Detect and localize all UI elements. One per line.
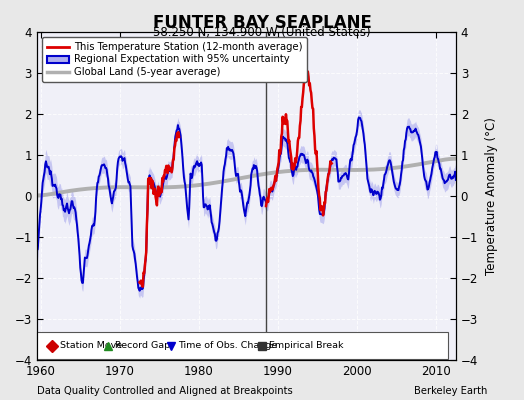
Legend: This Temperature Station (12-month average), Regional Expectation with 95% uncer: This Temperature Station (12-month avera… [42,37,307,82]
Text: Record Gap: Record Gap [115,341,170,350]
Text: FUNTER BAY SEAPLANE: FUNTER BAY SEAPLANE [152,14,372,32]
Text: Data Quality Controlled and Aligned at Breakpoints: Data Quality Controlled and Aligned at B… [37,386,292,396]
Y-axis label: Temperature Anomaly (°C): Temperature Anomaly (°C) [485,117,498,275]
Text: Station Move: Station Move [60,341,122,350]
Text: Berkeley Earth: Berkeley Earth [414,386,487,396]
Text: 58.250 N, 134.900 W (United States): 58.250 N, 134.900 W (United States) [153,26,371,39]
Bar [37,332,448,359]
Text: Empirical Break: Empirical Break [269,341,344,350]
Text: Time of Obs. Change: Time of Obs. Change [178,341,277,350]
